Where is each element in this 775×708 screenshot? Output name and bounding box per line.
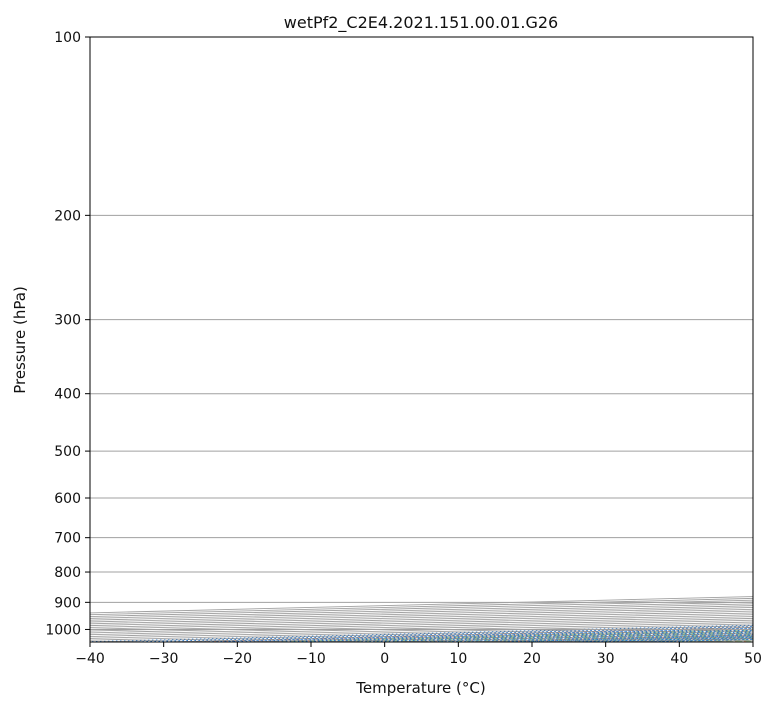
y-tick-label: 1000 xyxy=(45,622,81,638)
y-tick-label: 300 xyxy=(54,313,81,329)
x-tick-label: −20 xyxy=(223,651,253,667)
x-tick-label: 20 xyxy=(523,651,541,667)
x-tick-label: −30 xyxy=(149,651,179,667)
chart-title: wetPf2_C2E4.2021.151.00.01.G26 xyxy=(284,13,558,33)
y-tick-label: 500 xyxy=(54,444,81,460)
y-tick-label: 400 xyxy=(54,387,81,403)
x-tick-label: −40 xyxy=(75,651,105,667)
y-tick-label: 900 xyxy=(54,595,81,611)
x-tick-label: 40 xyxy=(670,651,688,667)
pressure-gridlines xyxy=(90,37,753,630)
x-axis: −40 −30 −20 −10 0 10 20 30 40 50 xyxy=(75,642,762,667)
x-tick-label: 50 xyxy=(744,651,762,667)
y-tick-label: 200 xyxy=(54,208,81,224)
x-axis-title: Temperature (°C) xyxy=(355,679,485,697)
x-tick-label: 0 xyxy=(380,651,389,667)
y-axis-title: Pressure (hPa) xyxy=(11,286,29,394)
plot-frame xyxy=(89,36,754,643)
y-axis: 100 200 300 400 500 600 700 800 900 1000 xyxy=(45,30,90,638)
x-tick-label: −10 xyxy=(296,651,326,667)
y-tick-label: 700 xyxy=(54,531,81,547)
x-tick-label: 10 xyxy=(449,651,467,667)
plot-area: 0.10.20.40.611.52346810131620253036 xyxy=(90,37,753,642)
y-tick-label: 600 xyxy=(54,491,81,507)
y-tick-label: 800 xyxy=(54,565,81,581)
y-tick-label: 100 xyxy=(54,30,81,46)
x-tick-label: 30 xyxy=(597,651,615,667)
